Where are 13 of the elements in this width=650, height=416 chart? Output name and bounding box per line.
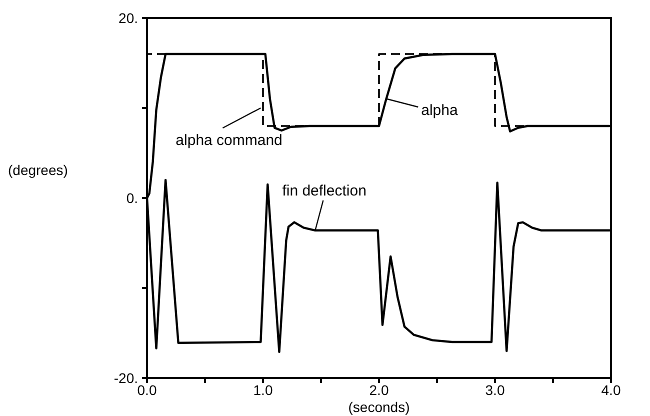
x-tick-label: 2.0 [369,382,389,398]
y-tick-label: 20. [118,10,138,26]
x-tick-label: 3.0 [485,382,505,398]
annotation: alpha [421,102,458,119]
x-axis-title: (seconds) [348,399,410,415]
y-tick-label: 0. [126,190,138,206]
annotation: alpha command [176,132,282,149]
y-axis-title: (degrees) [8,162,68,178]
x-tick-label: 4.0 [601,382,621,398]
x-tick-label: 0.0 [137,382,157,398]
annotation: fin deflection [282,182,366,200]
x-tick-label: 1.0 [253,382,273,398]
y-tick-label: -20. [114,370,138,386]
